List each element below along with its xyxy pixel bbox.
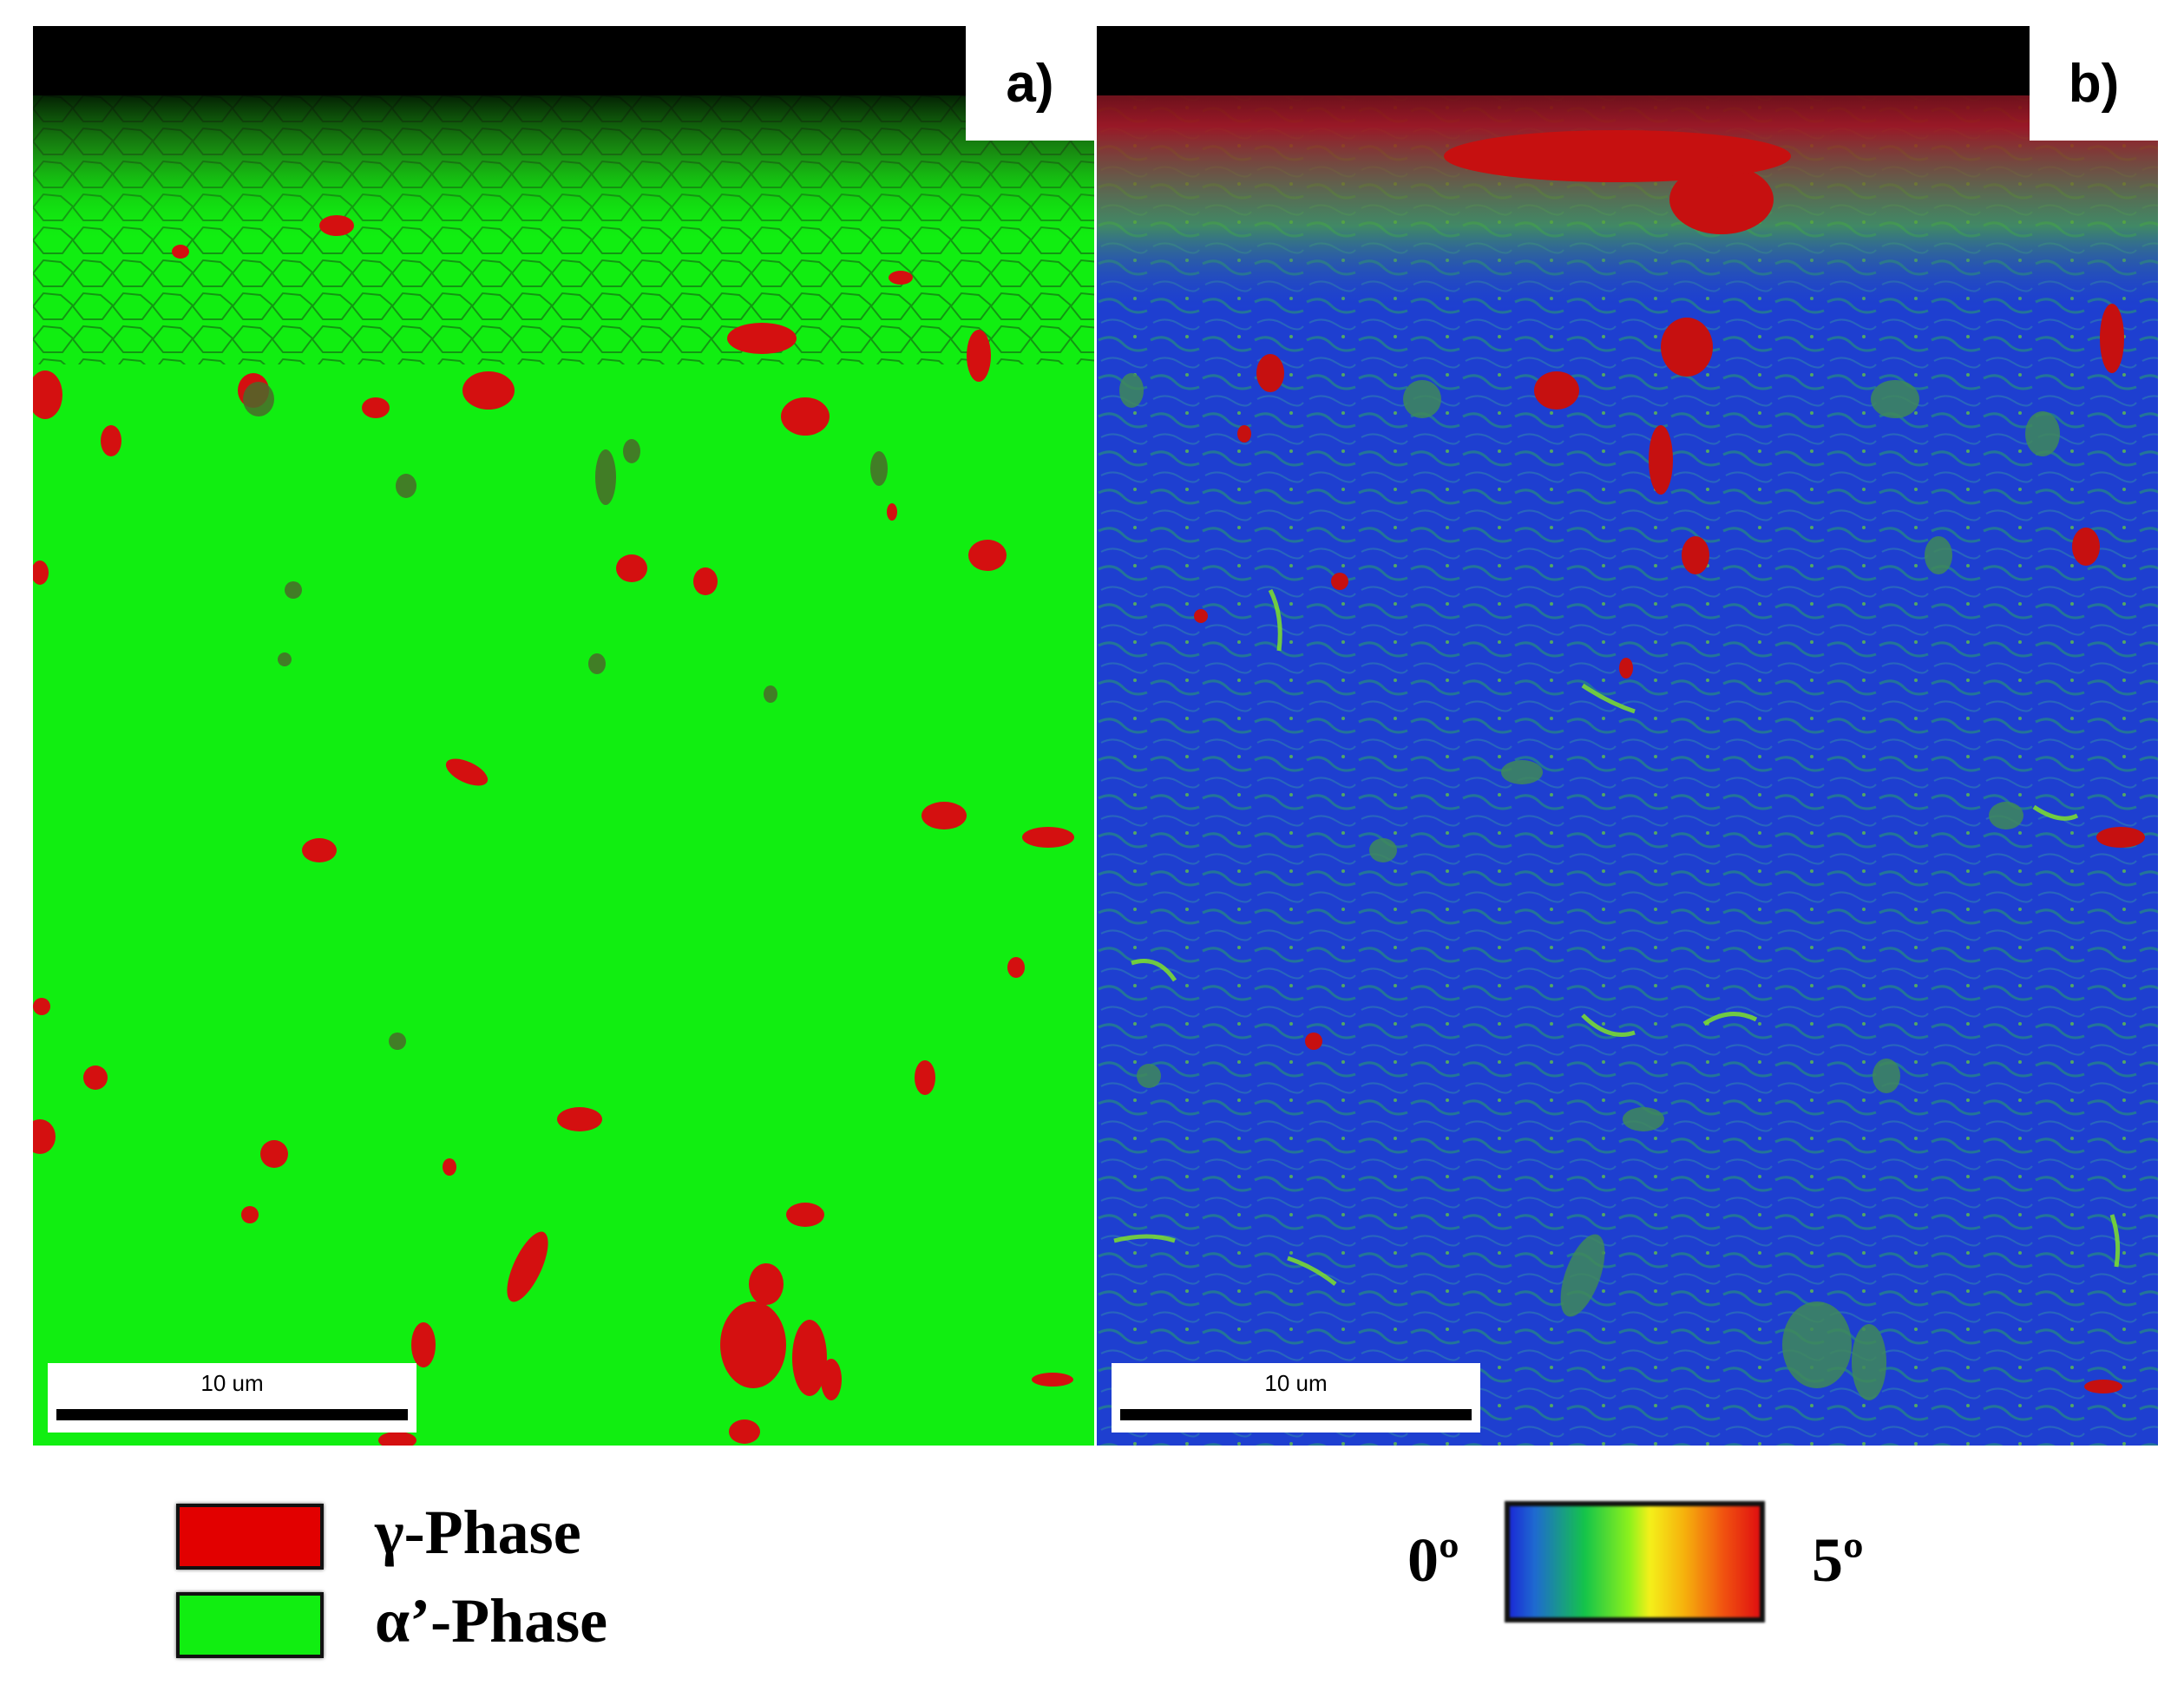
misorientation-map-image bbox=[1097, 26, 2158, 1446]
gamma-phase-label: γ-Phase bbox=[375, 1498, 581, 1567]
phase-map-panel: a) 10 um bbox=[33, 26, 1094, 1446]
phase-map-image bbox=[33, 26, 1094, 1446]
scale-bar-line bbox=[56, 1409, 408, 1420]
scale-bar: 10 um bbox=[48, 1363, 416, 1433]
alpha-prime-phase-swatch bbox=[176, 1592, 324, 1658]
panel-label: a) bbox=[966, 26, 1094, 141]
misorientation-map-panel: b) 10 um bbox=[1097, 26, 2158, 1446]
alpha-prime-phase-label: α’-Phase bbox=[375, 1586, 608, 1655]
gamma-phase-swatch bbox=[176, 1504, 324, 1570]
scale-bar-label: 10 um bbox=[1264, 1370, 1328, 1396]
colorbar-min-label: 0º bbox=[1407, 1525, 1459, 1595]
scale-bar-label: 10 um bbox=[200, 1370, 264, 1396]
scale-bar: 10 um bbox=[1112, 1363, 1480, 1433]
misorientation-colorbar bbox=[1505, 1501, 1765, 1623]
scale-bar-line bbox=[1120, 1409, 1472, 1420]
panel-label: b) bbox=[2030, 26, 2158, 141]
colorbar-max-label: 5º bbox=[1812, 1525, 1864, 1595]
